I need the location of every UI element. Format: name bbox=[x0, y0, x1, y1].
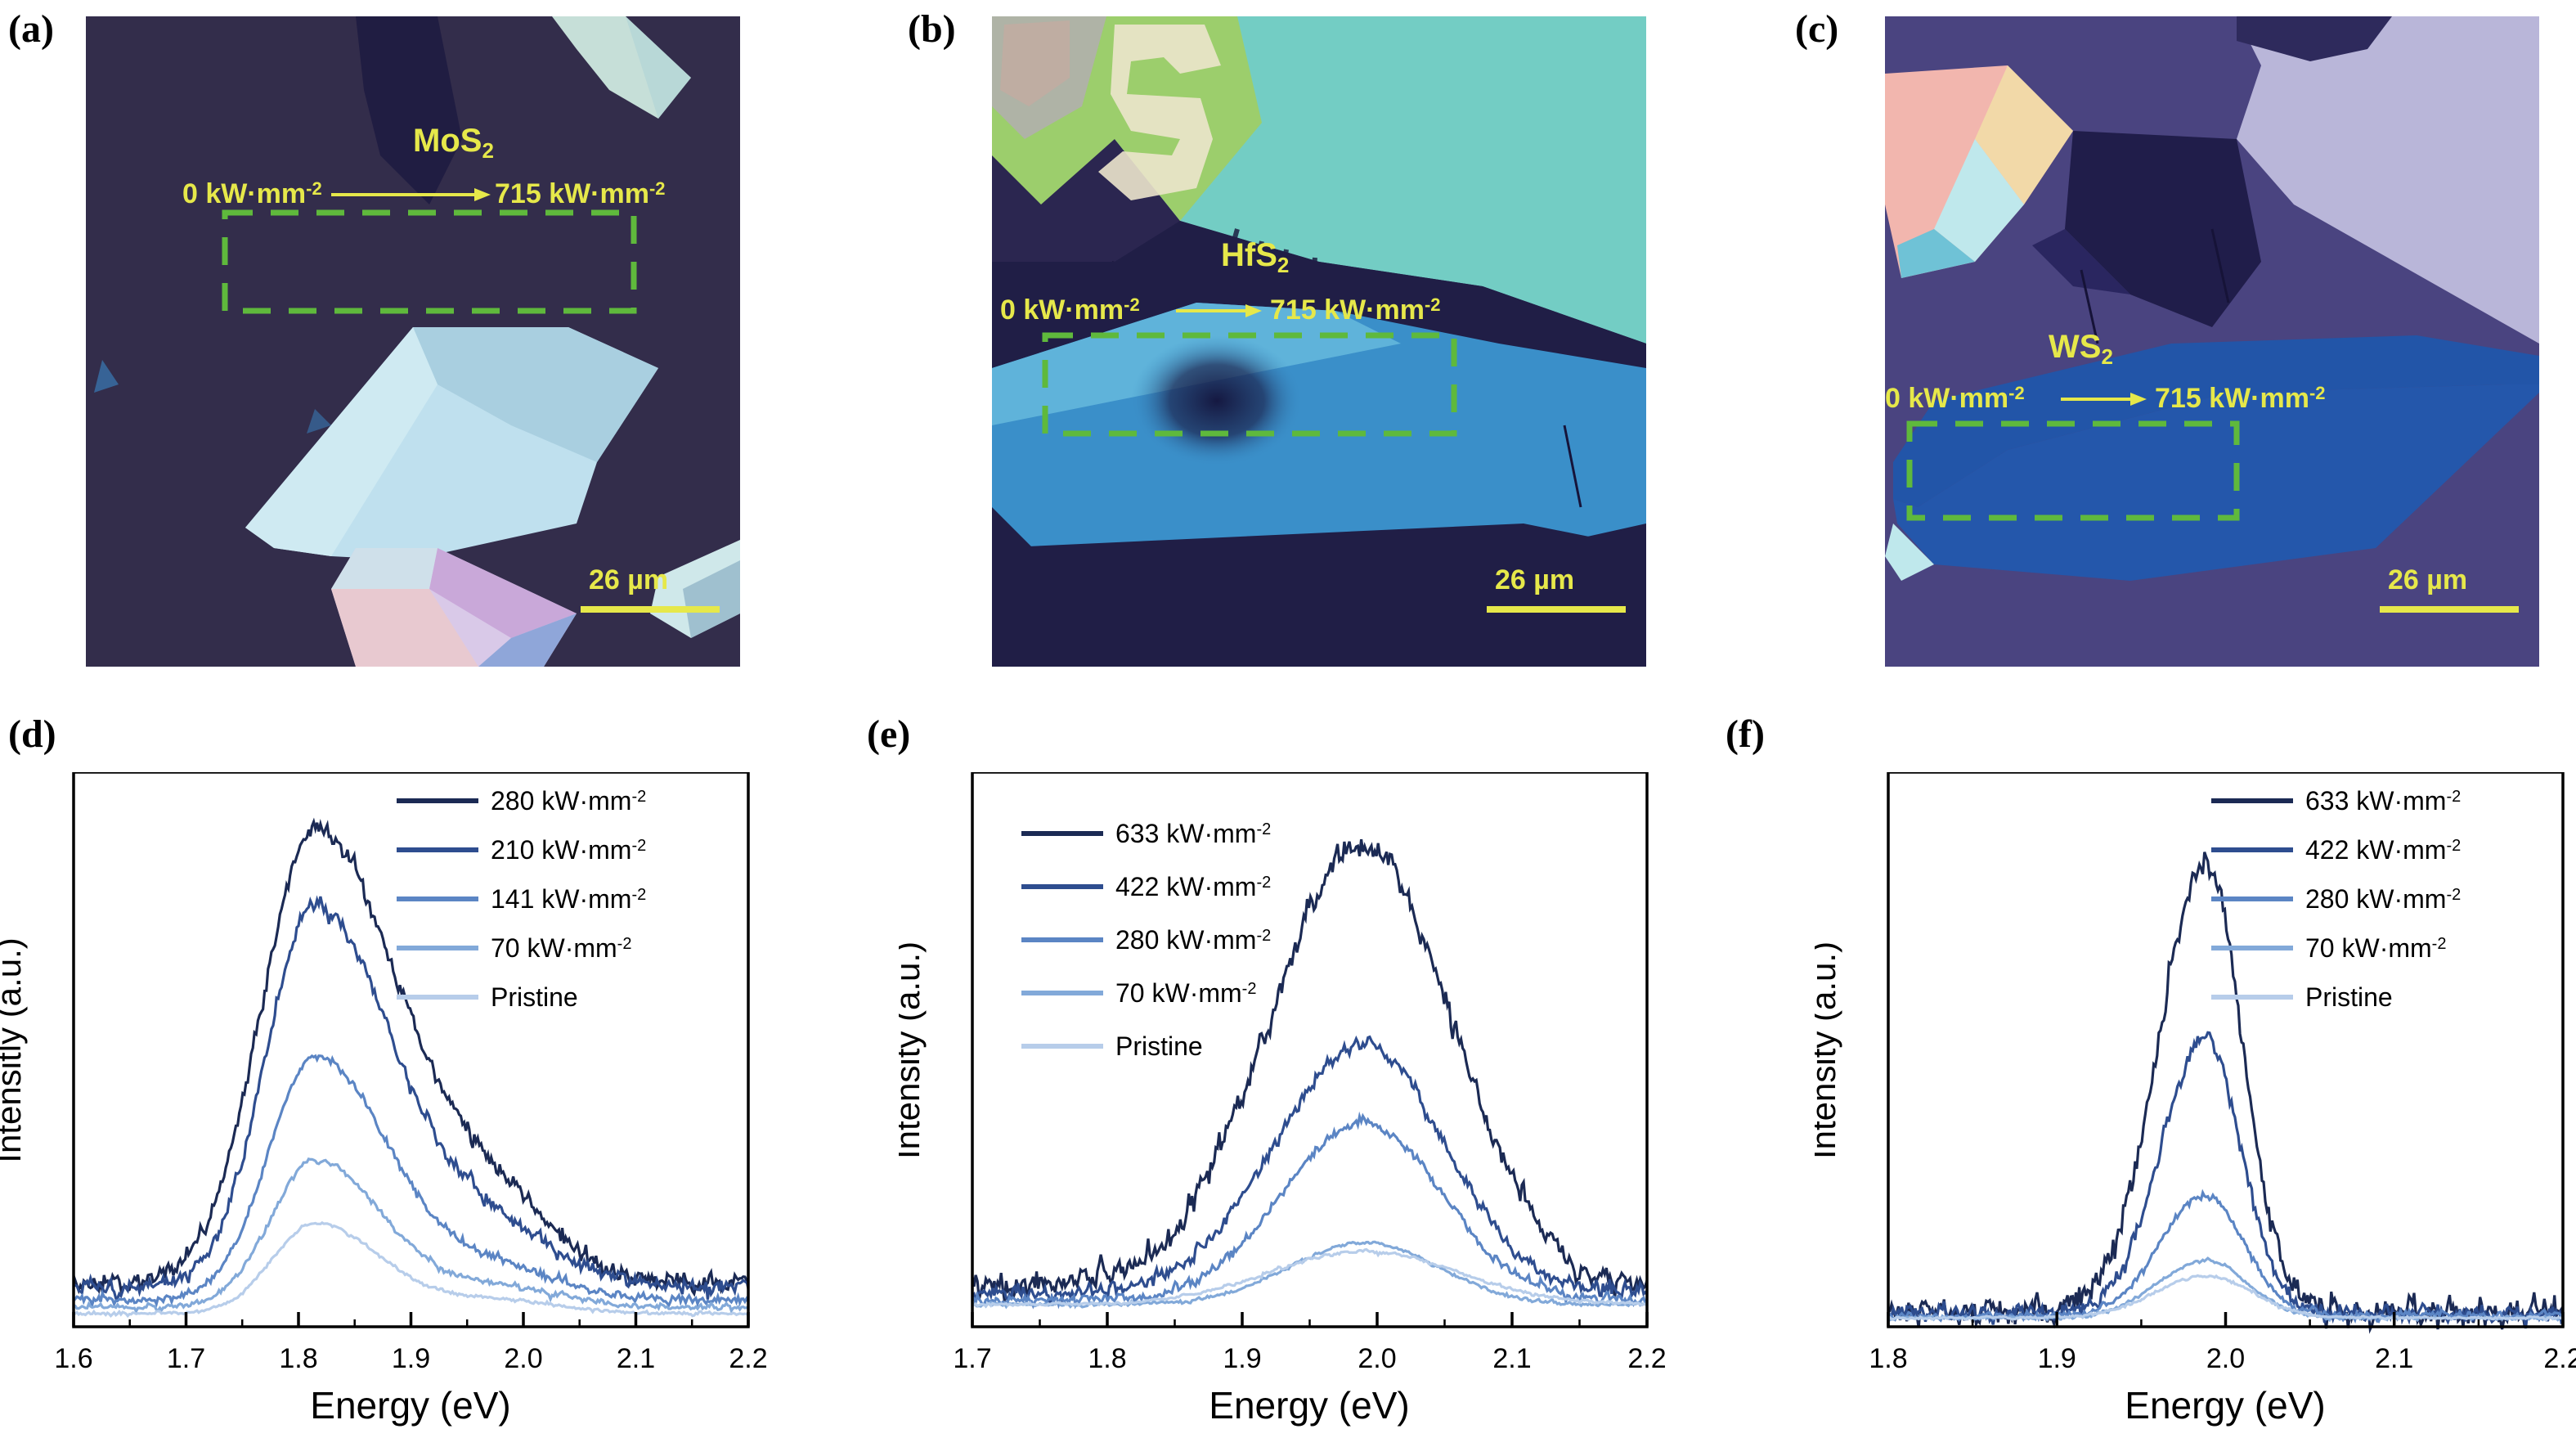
svg-text:1.6: 1.6 bbox=[54, 1343, 92, 1374]
svg-text:2.1: 2.1 bbox=[2375, 1343, 2413, 1374]
svg-text:Pristine: Pristine bbox=[491, 982, 578, 1012]
svg-text:0 kW·mm-2: 0 kW·mm-2 bbox=[1885, 383, 2025, 414]
svg-text:1.9: 1.9 bbox=[1223, 1343, 1261, 1374]
svg-text:26 µm: 26 µm bbox=[1495, 564, 1574, 595]
svg-text:Pristine: Pristine bbox=[2305, 982, 2393, 1012]
svg-text:70 kW·mm-2: 70 kW·mm-2 bbox=[491, 933, 631, 963]
svg-text:715 kW·mm-2: 715 kW·mm-2 bbox=[2155, 383, 2326, 414]
svg-text:1.8: 1.8 bbox=[1088, 1343, 1126, 1374]
svg-text:1.9: 1.9 bbox=[392, 1343, 430, 1374]
svg-text:1.7: 1.7 bbox=[953, 1343, 991, 1374]
svg-text:2.1: 2.1 bbox=[1492, 1343, 1531, 1374]
svg-text:0 kW·mm-2: 0 kW·mm-2 bbox=[182, 178, 322, 209]
svg-text:MoS2: MoS2 bbox=[413, 123, 494, 163]
svg-text:633 kW·mm-2: 633 kW·mm-2 bbox=[1115, 819, 1271, 848]
svg-text:2.1: 2.1 bbox=[617, 1343, 655, 1374]
svg-text:422 kW·mm-2: 422 kW·mm-2 bbox=[2305, 835, 2461, 865]
svg-text:2.0: 2.0 bbox=[504, 1343, 542, 1374]
svg-text:1.9: 1.9 bbox=[2038, 1343, 2076, 1374]
svg-text:1.7: 1.7 bbox=[167, 1343, 205, 1374]
svg-text:2.0: 2.0 bbox=[1358, 1343, 1396, 1374]
svg-text:1.8: 1.8 bbox=[1869, 1343, 1907, 1374]
svg-text:715 kW·mm-2: 715 kW·mm-2 bbox=[495, 178, 666, 209]
svg-text:1.8: 1.8 bbox=[279, 1343, 317, 1374]
svg-text:633 kW·mm-2: 633 kW·mm-2 bbox=[2305, 786, 2461, 816]
svg-text:280 kW·mm-2: 280 kW·mm-2 bbox=[1115, 925, 1271, 955]
svg-text:2.2: 2.2 bbox=[1627, 1343, 1666, 1374]
svg-text:Energy (eV): Energy (eV) bbox=[1209, 1384, 1409, 1427]
svg-text:26 µm: 26 µm bbox=[2388, 564, 2467, 595]
svg-text:2.2: 2.2 bbox=[2543, 1343, 2576, 1374]
svg-text:280 kW·mm-2: 280 kW·mm-2 bbox=[2305, 884, 2461, 914]
svg-text:2.0: 2.0 bbox=[2206, 1343, 2245, 1374]
svg-text:Pristine: Pristine bbox=[1115, 1031, 1203, 1061]
svg-text:Intensity (a.u.): Intensity (a.u.) bbox=[899, 941, 927, 1159]
svg-text:Intensity (a.u.): Intensity (a.u.) bbox=[1815, 941, 1842, 1159]
svg-text:715 kW·mm-2: 715 kW·mm-2 bbox=[1270, 294, 1441, 326]
svg-text:210 kW·mm-2: 210 kW·mm-2 bbox=[491, 835, 646, 865]
svg-text:280 kW·mm-2: 280 kW·mm-2 bbox=[491, 786, 646, 816]
svg-text:2.2: 2.2 bbox=[729, 1343, 767, 1374]
svg-text:70 kW·mm-2: 70 kW·mm-2 bbox=[1115, 978, 1256, 1008]
svg-text:422 kW·mm-2: 422 kW·mm-2 bbox=[1115, 872, 1271, 901]
svg-text:26 µm: 26 µm bbox=[589, 564, 668, 595]
svg-text:Intensitly (a.u.): Intensitly (a.u.) bbox=[0, 937, 28, 1162]
svg-text:141 kW·mm-2: 141 kW·mm-2 bbox=[491, 884, 646, 914]
svg-text:Energy (eV): Energy (eV) bbox=[2125, 1384, 2325, 1427]
svg-text:Energy (eV): Energy (eV) bbox=[310, 1384, 510, 1427]
svg-text:0 kW·mm-2: 0 kW·mm-2 bbox=[1000, 294, 1140, 326]
svg-text:70 kW·mm-2: 70 kW·mm-2 bbox=[2305, 933, 2446, 963]
